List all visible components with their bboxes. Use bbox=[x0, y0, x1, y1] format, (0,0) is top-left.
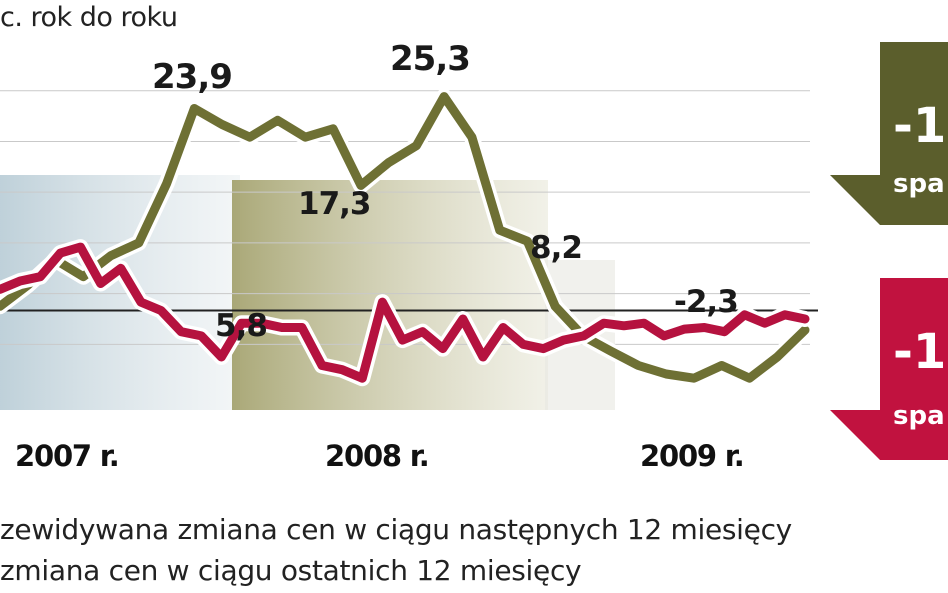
legend-expected-change: zewidywana zmiana cen w ciągu następnych… bbox=[0, 513, 792, 546]
callout-value-0: -1 bbox=[893, 98, 946, 154]
series-layer bbox=[0, 88, 813, 387]
annotation-3: 8,2 bbox=[530, 230, 582, 266]
annotations: 23,9 25,3 17,3 8,2 5,8 -2,3 bbox=[152, 39, 739, 344]
series-line-1 bbox=[0, 242, 810, 383]
annotation-2: 17,3 bbox=[298, 186, 371, 222]
callout-arrow-1 bbox=[830, 278, 948, 460]
annotation-4: 5,8 bbox=[215, 308, 267, 344]
legend-past-change: zmiana cen w ciągu ostatnich 12 miesięcy bbox=[0, 554, 582, 587]
year-label-2008: 2008 r. bbox=[325, 439, 430, 473]
panel-2007 bbox=[0, 175, 240, 410]
series-line-0 bbox=[0, 92, 810, 383]
annotation-0: 23,9 bbox=[152, 57, 232, 97]
callouts: -1 spa -1 spa bbox=[830, 42, 948, 460]
unit-label: c. rok do roku bbox=[0, 2, 178, 33]
callout-sub-1: spa bbox=[893, 401, 945, 431]
callout-sub-0: spa bbox=[893, 169, 945, 199]
year-label-2007: 2007 r. bbox=[15, 439, 120, 473]
callout-value-1: -1 bbox=[893, 324, 946, 380]
callout-arrow-0 bbox=[830, 42, 948, 225]
year-label-2009: 2009 r. bbox=[640, 439, 745, 473]
annotation-5: -2,3 bbox=[674, 284, 738, 320]
annotation-1: 25,3 bbox=[390, 39, 470, 79]
